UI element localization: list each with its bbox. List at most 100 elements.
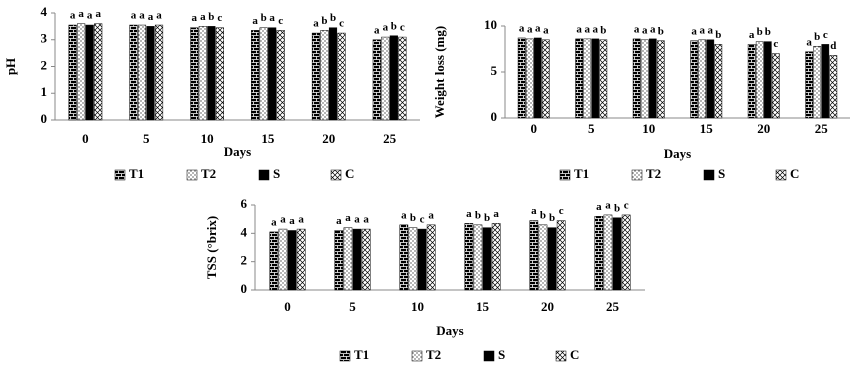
legend-swatch [114, 169, 126, 181]
bar [829, 55, 838, 119]
y-axis-title: pH [3, 58, 18, 75]
x-tick-label: 25 [606, 299, 620, 314]
x-tick-label: 15 [476, 299, 490, 314]
x-tick-label: 5 [349, 299, 356, 314]
bar [612, 217, 622, 291]
bar [137, 24, 147, 121]
bar [547, 227, 557, 291]
significance-letter: c [339, 18, 344, 30]
bar [599, 39, 608, 119]
y-tick-label: 6 [241, 196, 248, 211]
legend-label: T1 [354, 347, 369, 362]
significance-letter: a [596, 201, 602, 213]
legend-label: C [570, 347, 579, 362]
bar [813, 45, 822, 119]
significance-letter: a [148, 11, 154, 23]
bar [198, 26, 207, 121]
y-tick-label: 5 [491, 63, 498, 78]
significance-letter: a [271, 216, 277, 228]
significance-letter: a [252, 15, 258, 27]
significance-letter: a [642, 24, 648, 36]
legend-swatch [411, 350, 423, 362]
significance-letter: b [757, 26, 763, 38]
bar [154, 24, 164, 121]
significance-letter: c [420, 214, 425, 226]
significance-letter: c [278, 15, 283, 27]
significance-letter: c [559, 205, 564, 217]
legend-swatch [555, 350, 567, 362]
bar [146, 26, 155, 121]
bar [541, 39, 550, 119]
bar [591, 38, 600, 119]
bar [621, 214, 631, 291]
significance-letter: a [139, 10, 145, 22]
bar [334, 230, 344, 291]
x-axis-title: Days [664, 146, 691, 161]
bar [529, 220, 539, 291]
bar [276, 30, 285, 121]
y-tick-label: 0 [491, 109, 498, 124]
significance-letter: a [70, 10, 76, 22]
legend-label: S [718, 166, 725, 181]
significance-letter: b [410, 212, 416, 224]
significance-letter: a [200, 11, 206, 23]
significance-letter: a [699, 24, 705, 36]
legend-swatch [330, 169, 342, 181]
bar [399, 224, 409, 291]
x-axis-title: Days [436, 323, 463, 338]
x-tick-label: 10 [642, 121, 655, 136]
x-tick-label: 0 [82, 131, 89, 146]
bar [94, 23, 103, 121]
significance-letter: b [261, 12, 267, 24]
significance-letter: a [269, 12, 275, 24]
significance-letter: a [650, 23, 656, 35]
x-tick-label: 20 [757, 121, 770, 136]
significance-letter: a [95, 8, 101, 20]
y-tick-label: 4 [41, 4, 48, 19]
significance-letter: c [400, 22, 405, 34]
bar [556, 220, 566, 291]
bar [398, 36, 407, 121]
significance-letter: b [549, 212, 555, 224]
bar [714, 44, 723, 119]
x-tick-label: 25 [815, 121, 829, 136]
bar [207, 26, 216, 121]
bar [287, 230, 297, 291]
significance-letter: d [830, 40, 836, 52]
significance-letter: a [708, 24, 714, 36]
bar [190, 27, 199, 121]
significance-letter: a [280, 214, 286, 226]
legend-swatch [339, 350, 351, 362]
significance-letter: a [401, 209, 407, 221]
significance-letter: b [321, 15, 327, 27]
bar [575, 38, 584, 119]
bar [251, 30, 260, 121]
x-tick-label: 10 [201, 131, 214, 146]
bar [533, 37, 542, 119]
x-axis-title: Days [224, 144, 251, 159]
x-tick-label: 20 [541, 299, 554, 314]
significance-letter: b [658, 25, 664, 37]
significance-letter: a [593, 23, 599, 35]
significance-letter: a [354, 214, 360, 226]
legend-swatch [258, 169, 270, 181]
significance-letter: b [475, 209, 481, 221]
bar [269, 231, 279, 291]
x-tick-label: 25 [383, 131, 397, 146]
bar [632, 38, 641, 119]
significance-letter: a [289, 215, 295, 227]
legend-swatch [775, 169, 787, 181]
bar [408, 227, 418, 291]
significance-letter: c [823, 29, 828, 41]
significance-letter: a [535, 22, 541, 34]
bar [328, 27, 338, 121]
bar [372, 39, 381, 121]
bar [337, 32, 346, 121]
significance-letter: a [634, 23, 640, 35]
significance-letter: a [383, 22, 389, 34]
legend-label: C [345, 166, 354, 181]
y-tick-label: 4 [241, 224, 248, 239]
bar [706, 39, 715, 119]
bar [656, 40, 665, 119]
bar [648, 38, 657, 119]
